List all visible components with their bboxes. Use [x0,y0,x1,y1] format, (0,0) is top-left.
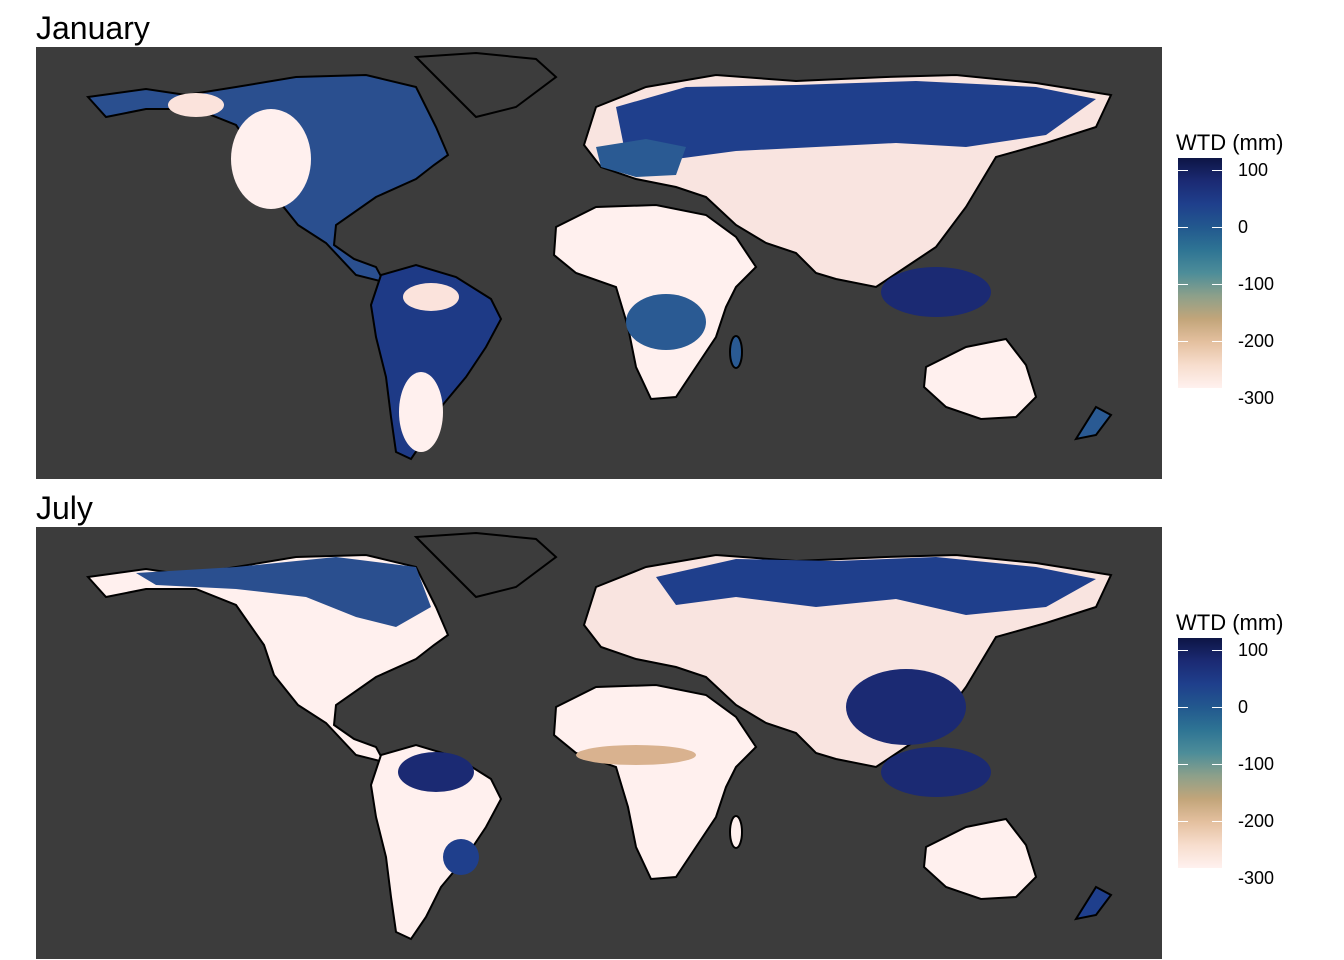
region-wet-europe [596,139,686,177]
landmass-greenland [413,51,558,119]
colorbar-tick [1178,707,1188,708]
region-wet-siberia [616,81,1096,159]
colorbar-tick [1212,341,1222,342]
region-wet-siberia [656,557,1096,615]
colorbar-tick [1178,227,1188,228]
landmass-new-zealand [1073,405,1113,441]
colorbar-tick [1178,341,1188,342]
colorbar-tick [1212,227,1222,228]
tick-label: -300 [1238,868,1275,888]
colorbar-tick [1178,821,1188,822]
map-january [36,47,1162,479]
tick-label: -200 [1238,331,1275,351]
landmass-south-america [369,743,503,941]
region-sahel-band [576,745,696,765]
colorbar-tick [1212,170,1222,171]
tick-label: 100 [1238,160,1269,180]
tick-label: 0 [1238,697,1249,717]
legend-title: WTD (mm) [1176,130,1284,155]
region-wet-amazon [398,752,474,792]
region-wet-central-africa [626,294,706,350]
region-dry-venezuela [403,283,459,311]
colorbar-tick [1212,764,1222,765]
tick-label: -100 [1238,274,1275,294]
tick-label: 0 [1238,217,1249,237]
colorbar-tick [1178,284,1188,285]
colorbar-tick [1178,650,1188,651]
colorbar [1178,638,1222,868]
colorbar-tick [1212,284,1222,285]
region-wet-indonesia [881,267,991,317]
landmass-madagascar [729,815,743,849]
landmass-new-zealand [1073,885,1113,921]
map-july [36,527,1162,959]
legend-title: WTD (mm) [1176,610,1284,635]
panel-title-january: January [36,10,150,46]
legend-july: WTD (mm) 100 0 -100 -200 -300 [1176,610,1336,887]
region-wet-southeast-brazil [443,839,479,875]
colorbar-tick [1178,170,1188,171]
landmass-australia [922,337,1038,421]
region-wet-canada [136,557,431,627]
world-map-july [36,527,1162,959]
region-dry-alaska [168,93,224,117]
colorbar [1178,158,1222,388]
colorbar-tick [1178,764,1188,765]
region-wet-south-china [846,669,966,745]
tick-label: -100 [1238,754,1275,774]
landmass-africa [552,683,758,881]
tick-label: -300 [1238,388,1275,408]
landmass-australia [922,817,1038,901]
colorbar-tick [1212,707,1222,708]
region-dry-argentina [399,372,443,452]
landmass-madagascar [729,335,743,369]
world-map-january [36,47,1162,479]
tick-label: -200 [1238,811,1275,831]
tick-label: 100 [1238,640,1269,660]
panel-title-july: July [36,490,93,526]
region-dry-western-na [231,109,311,209]
colorbar-tick [1212,650,1222,651]
landmass-greenland [413,531,558,599]
region-wet-indonesia [881,747,991,797]
colorbar-tick [1212,821,1222,822]
legend-january: WTD (mm) 100 0 -100 -200 -300 [1176,130,1336,407]
